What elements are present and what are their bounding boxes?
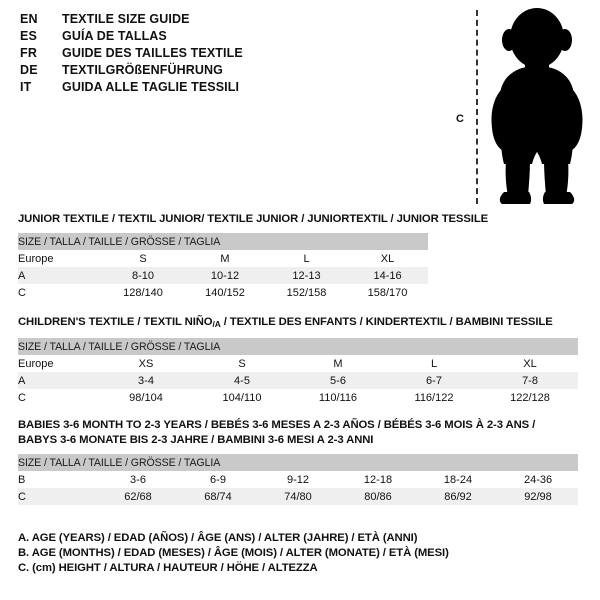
cell-value: 3-4 (98, 372, 194, 389)
cell-value: 12-18 (338, 471, 418, 488)
cell-value: 10-12 (184, 267, 266, 284)
cell-value: 140/152 (184, 284, 266, 301)
section-title-line2: BABYS 3-6 MONATE BIS 2-3 JAHRE / BAMBINI… (18, 434, 374, 446)
cell-value: 122/128 (482, 389, 579, 406)
cell-value: 12-13 (266, 267, 347, 284)
legend-item-b: B. AGE (MONTHS) / EDAD (MESES) / ÂGE (MO… (18, 547, 449, 559)
section-title: JUNIOR TEXTILE / TEXTIL JUNIOR/ TEXTILE … (18, 213, 489, 225)
table-row: Europe XS S M L XL (18, 355, 579, 372)
language-row-fr: FR GUIDE DES TAILLES TEXTILE (20, 46, 243, 63)
measurement-dashed-line (476, 10, 478, 204)
row-label: Europe (18, 355, 98, 372)
section-babies: BABIES 3-6 MONTH TO 2-3 YEARS / BEBÉS 3-… (18, 418, 579, 505)
row-label: A (18, 267, 102, 284)
cell-value: 86/92 (418, 488, 498, 505)
cell-value: 6-7 (386, 372, 482, 389)
cell-value: XS (98, 355, 194, 372)
cell-value: 5-6 (290, 372, 386, 389)
language-code: EN (20, 12, 38, 26)
size-bar-label: SIZE / TALLA / TAILLE / GRÖSSE / TAGLIA (18, 338, 579, 355)
cell-value: 152/158 (266, 284, 347, 301)
cell-value: 74/80 (258, 488, 338, 505)
cell-value: 14-16 (347, 267, 429, 284)
section-title-subscript: /A (212, 319, 221, 329)
cell-value: XL (482, 355, 579, 372)
cell-value: 6-9 (178, 471, 258, 488)
language-row-es: ES GUÍA DE TALLAS (20, 29, 243, 46)
legend-item-c: C. (cm) HEIGHT / ALTURA / HAUTEUR / HÖHE… (18, 562, 318, 574)
language-header: EN TEXTILE SIZE GUIDE ES GUÍA DE TALLAS … (20, 12, 243, 97)
table-row: A 8-10 10-12 12-13 14-16 (18, 267, 429, 284)
table-header-bar: SIZE / TALLA / TAILLE / GRÖSSE / TAGLIA (18, 338, 579, 355)
cell-value: 4-5 (194, 372, 290, 389)
table-row: B 3-6 6-9 9-12 12-18 18-24 24-36 (18, 471, 579, 488)
table-row: C 128/140 140/152 152/158 158/170 (18, 284, 429, 301)
cell-value: L (266, 250, 347, 267)
language-row-en: EN TEXTILE SIZE GUIDE (20, 12, 243, 29)
language-title: TEXTILE SIZE GUIDE (62, 12, 190, 26)
junior-size-table: SIZE / TALLA / TAILLE / GRÖSSE / TAGLIA … (18, 233, 429, 301)
section-children: CHILDREN'S TEXTILE / TEXTIL NIÑO/A / TEX… (18, 315, 579, 406)
cell-value: 62/68 (98, 488, 178, 505)
babies-size-table: SIZE / TALLA / TAILLE / GRÖSSE / TAGLIA … (18, 454, 579, 505)
table-header-bar: SIZE / TALLA / TAILLE / GRÖSSE / TAGLIA (18, 454, 579, 471)
cell-value: 18-24 (418, 471, 498, 488)
language-code: DE (20, 63, 38, 77)
language-row-de: DE TEXTILGRÖßENFÜHRUNG (20, 63, 243, 80)
section-title-line1: BABIES 3-6 MONTH TO 2-3 YEARS / BEBÉS 3-… (18, 419, 536, 431)
height-measurement-figure: C (440, 8, 590, 206)
cell-value: S (102, 250, 184, 267)
table-header-bar: SIZE / TALLA / TAILLE / GRÖSSE / TAGLIA (18, 233, 429, 250)
language-code: FR (20, 46, 38, 60)
table-row: Europe S M L XL (18, 250, 429, 267)
section-title: CHILDREN'S TEXTILE / TEXTIL NIÑO/A / TEX… (18, 315, 578, 332)
table-row: C 62/68 68/74 74/80 80/86 86/92 92/98 (18, 488, 579, 505)
table-row: A 3-4 4-5 5-6 6-7 7-8 (18, 372, 579, 389)
legend-item-a: A. AGE (YEARS) / EDAD (AÑOS) / ÂGE (ANS)… (18, 532, 418, 544)
row-label: A (18, 372, 98, 389)
size-bar-label: SIZE / TALLA / TAILLE / GRÖSSE / TAGLIA (18, 233, 429, 250)
measurement-label-c: C (456, 113, 464, 125)
children-size-table: SIZE / TALLA / TAILLE / GRÖSSE / TAGLIA … (18, 338, 579, 406)
legend-block: A. AGE (YEARS) / EDAD (AÑOS) / ÂGE (ANS)… (18, 531, 449, 576)
table-row: C 98/104 104/110 110/116 116/122 122/128 (18, 389, 579, 406)
cell-value: 128/140 (102, 284, 184, 301)
cell-value: XL (347, 250, 429, 267)
language-title: TEXTILGRÖßENFÜHRUNG (62, 63, 223, 77)
language-row-it: IT GUIDA ALLE TAGLIE TESSILI (20, 80, 243, 97)
cell-value: 7-8 (482, 372, 579, 389)
toddler-silhouette-icon (491, 8, 583, 204)
cell-value: L (386, 355, 482, 372)
cell-value: 116/122 (386, 389, 482, 406)
cell-value: 8-10 (102, 267, 184, 284)
cell-value: S (194, 355, 290, 372)
language-title: GUÍA DE TALLAS (62, 29, 167, 43)
section-title-main: CHILDREN'S TEXTILE / TEXTIL NIÑO (18, 316, 213, 328)
cell-value: 68/74 (178, 488, 258, 505)
cell-value: 9-12 (258, 471, 338, 488)
size-bar-label: SIZE / TALLA / TAILLE / GRÖSSE / TAGLIA (18, 454, 579, 471)
cell-value: 24-36 (498, 471, 579, 488)
row-label: Europe (18, 250, 102, 267)
row-label: B (18, 471, 98, 488)
language-title: GUIDE DES TAILLES TEXTILE (62, 46, 243, 60)
cell-value: 98/104 (98, 389, 194, 406)
cell-value: 3-6 (98, 471, 178, 488)
language-code: IT (20, 80, 32, 94)
section-title-rest: / TEXTILE DES ENFANTS / KINDERTEXTIL / B… (220, 316, 553, 328)
language-code: ES (20, 29, 38, 43)
cell-value: 80/86 (338, 488, 418, 505)
cell-value: 92/98 (498, 488, 579, 505)
cell-value: 158/170 (347, 284, 429, 301)
cell-value: M (184, 250, 266, 267)
cell-value: M (290, 355, 386, 372)
row-label: C (18, 389, 98, 406)
language-title: GUIDA ALLE TAGLIE TESSILI (62, 80, 240, 94)
cell-value: 104/110 (194, 389, 290, 406)
cell-value: 110/116 (290, 389, 386, 406)
section-junior: JUNIOR TEXTILE / TEXTIL JUNIOR/ TEXTILE … (18, 212, 488, 301)
row-label: C (18, 284, 102, 301)
row-label: C (18, 488, 98, 505)
